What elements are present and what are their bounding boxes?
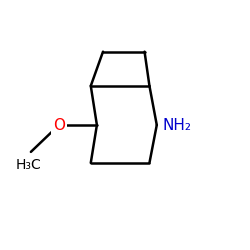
Text: NH₂: NH₂ [163, 118, 192, 132]
Text: O: O [53, 118, 65, 132]
Text: H₃C: H₃C [16, 158, 41, 172]
